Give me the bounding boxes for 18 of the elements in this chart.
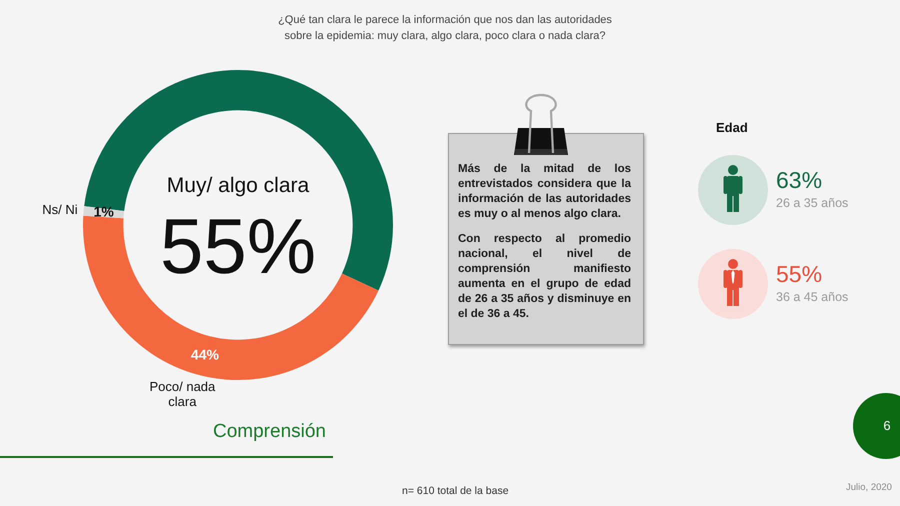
slice-label: Poco/ nada clara — [149, 379, 216, 410]
data-label: 1% — [94, 204, 114, 220]
text: Más de la mitad de los entrevistados considera que la información de las autoridades es muy o al menos algo clara. — [458, 162, 631, 222]
text: 6 — [882, 418, 892, 433]
text: ¿Qué tan clara le parece la información que nos dan las autoridades sobre la epidemia: muy clara, algo clara, poco clara o nada clara? — [277, 13, 613, 44]
slice-label: Ns/ Ni — [42, 202, 78, 217]
slice-label: Muy/ algo clara — [166, 174, 310, 197]
category-label: 26 a 35 años — [776, 196, 848, 210]
category-label: 36 a 45 años — [776, 290, 848, 304]
data-label: 55% — [160, 202, 316, 290]
data-label: 55% — [776, 261, 822, 288]
text: Julio, 2020 — [846, 482, 892, 493]
text: Comprensión — [213, 421, 326, 443]
text: n= 610 total de la base — [402, 485, 509, 497]
text: Con respecto al promedio nacional, el nivel de comprensión manifiesto aumenta en el grupo de edad de 26 a 35 años y disminuye en el de 36 a 45. — [458, 232, 631, 322]
data-label: 44% — [190, 346, 220, 363]
data-label: 63% — [776, 167, 822, 194]
text: Edad — [716, 120, 748, 135]
